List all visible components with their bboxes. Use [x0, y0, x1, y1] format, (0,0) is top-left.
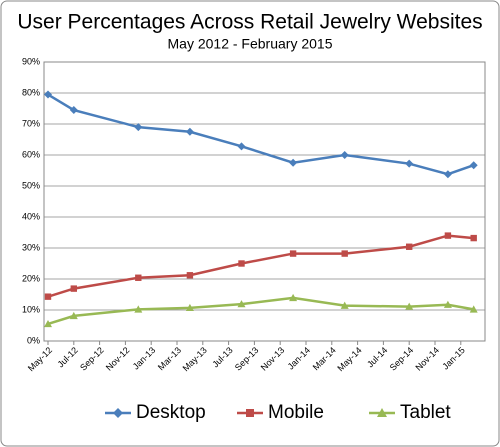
marker: [186, 272, 194, 279]
y-tick-label: 60%: [22, 149, 40, 159]
marker: [134, 123, 143, 132]
chart-subtitle: May 2012 - February 2015: [168, 36, 333, 52]
y-tick-label: 50%: [22, 180, 40, 190]
marker: [377, 408, 387, 417]
marker: [237, 300, 246, 308]
marker: [246, 409, 254, 417]
legend-label: Desktop: [136, 402, 206, 423]
marker: [340, 151, 349, 159]
marker: [443, 170, 452, 179]
marker: [289, 158, 298, 167]
y-tick-label: 90%: [22, 56, 40, 66]
series-line: [47, 234, 474, 298]
y-tick-label: 70%: [22, 118, 40, 128]
legend-label: Tablet: [400, 402, 451, 423]
marker: [185, 303, 194, 312]
marker: [289, 293, 298, 302]
marker: [406, 243, 413, 250]
y-tick-label: 40%: [22, 211, 40, 221]
y-tick-label: 30%: [22, 242, 40, 252]
y-tick-label: 20%: [22, 273, 40, 283]
marker: [470, 234, 477, 242]
marker: [443, 300, 452, 308]
marker: [444, 232, 452, 239]
marker: [44, 293, 52, 300]
y-tick-label: 10%: [22, 304, 40, 314]
marker: [69, 311, 78, 320]
marker: [134, 305, 143, 313]
marker: [405, 159, 414, 168]
marker: [237, 142, 246, 151]
marker: [70, 285, 77, 292]
marker: [405, 302, 414, 310]
legend-label: Mobile: [268, 402, 324, 423]
marker: [341, 250, 348, 257]
marker: [238, 260, 245, 267]
marker: [44, 319, 52, 328]
y-tick-label: 80%: [22, 87, 40, 97]
marker: [469, 305, 478, 313]
marker: [340, 301, 349, 309]
y-tick-label: 0%: [27, 335, 40, 345]
series-line: [47, 296, 474, 326]
marker: [469, 161, 478, 170]
marker: [69, 106, 78, 115]
marker: [135, 274, 142, 281]
marker: [289, 250, 297, 257]
marker: [44, 90, 52, 99]
marker: [113, 408, 123, 418]
series-line: [47, 93, 475, 176]
chart-title: User Percentages Across Retail Jewelry W…: [17, 11, 482, 34]
marker: [185, 127, 194, 136]
